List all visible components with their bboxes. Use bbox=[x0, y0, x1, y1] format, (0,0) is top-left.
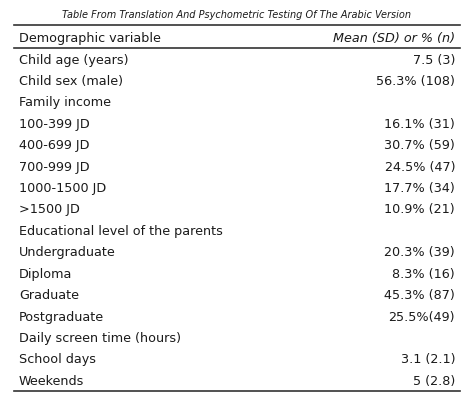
Text: 20.3% (39): 20.3% (39) bbox=[384, 246, 455, 259]
Text: Postgraduate: Postgraduate bbox=[19, 310, 104, 323]
Text: 5 (2.8): 5 (2.8) bbox=[413, 374, 455, 387]
Text: Graduate: Graduate bbox=[19, 288, 79, 302]
Text: Child sex (male): Child sex (male) bbox=[19, 75, 123, 88]
Text: 700-999 JD: 700-999 JD bbox=[19, 160, 90, 173]
Text: Undergraduate: Undergraduate bbox=[19, 246, 116, 259]
Text: 56.3% (108): 56.3% (108) bbox=[376, 75, 455, 88]
Text: >1500 JD: >1500 JD bbox=[19, 203, 80, 216]
Text: Child age (years): Child age (years) bbox=[19, 53, 128, 67]
Text: 45.3% (87): 45.3% (87) bbox=[384, 288, 455, 302]
Text: Table From Translation And Psychometric Testing Of The Arabic Version: Table From Translation And Psychometric … bbox=[63, 10, 411, 20]
Text: 25.5%(49): 25.5%(49) bbox=[389, 310, 455, 323]
Text: 24.5% (47): 24.5% (47) bbox=[384, 160, 455, 173]
Text: 30.7% (59): 30.7% (59) bbox=[384, 139, 455, 152]
Text: 3.1 (2.1): 3.1 (2.1) bbox=[401, 352, 455, 365]
Text: School days: School days bbox=[19, 352, 96, 365]
Text: 10.9% (21): 10.9% (21) bbox=[384, 203, 455, 216]
Text: 1000-1500 JD: 1000-1500 JD bbox=[19, 182, 106, 194]
Text: Demographic variable: Demographic variable bbox=[19, 32, 161, 45]
Text: 17.7% (34): 17.7% (34) bbox=[384, 182, 455, 194]
Text: 7.5 (3): 7.5 (3) bbox=[413, 53, 455, 67]
Text: Daily screen time (hours): Daily screen time (hours) bbox=[19, 331, 181, 344]
Text: Weekends: Weekends bbox=[19, 374, 84, 387]
Text: Diploma: Diploma bbox=[19, 267, 73, 280]
Text: 100-399 JD: 100-399 JD bbox=[19, 117, 90, 131]
Text: 400-699 JD: 400-699 JD bbox=[19, 139, 90, 152]
Text: Family income: Family income bbox=[19, 96, 111, 109]
Text: Mean (SD) or % (n): Mean (SD) or % (n) bbox=[333, 32, 455, 45]
Text: 8.3% (16): 8.3% (16) bbox=[392, 267, 455, 280]
Text: Educational level of the parents: Educational level of the parents bbox=[19, 224, 223, 237]
Text: 16.1% (31): 16.1% (31) bbox=[384, 117, 455, 131]
